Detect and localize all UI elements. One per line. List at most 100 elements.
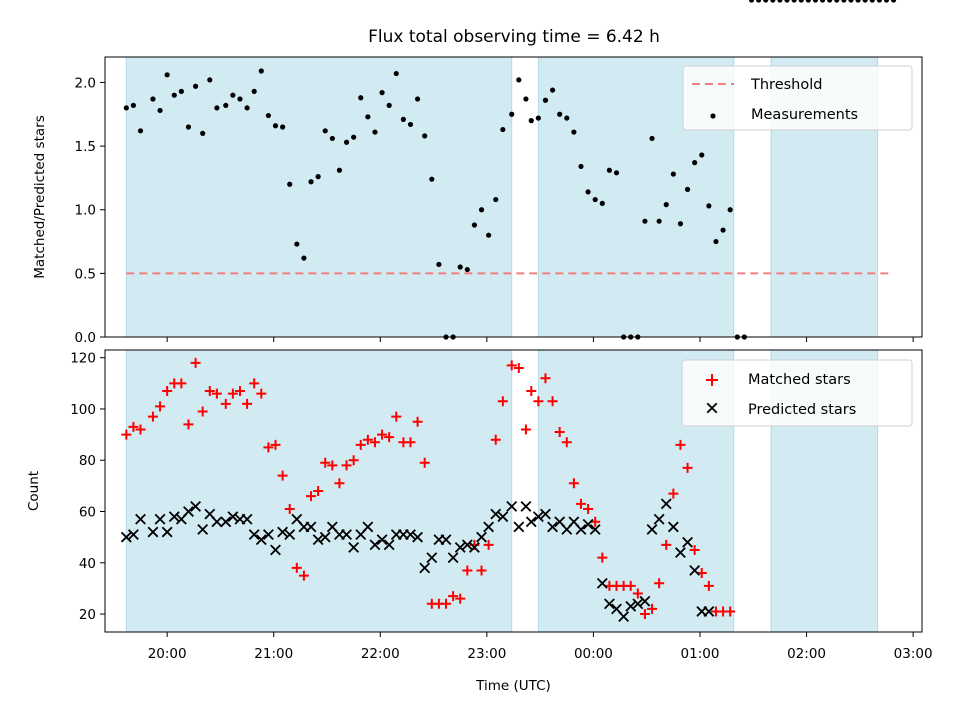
predicted-star-point (183, 506, 194, 517)
matched-star-point (121, 429, 132, 440)
measurement-point (798, 0, 804, 3)
measurement-point (876, 0, 882, 3)
matched-star-point (263, 442, 274, 453)
predicted-star-point (383, 539, 395, 551)
matched-star-point (128, 421, 139, 432)
predicted-star-point (248, 529, 260, 541)
predicted-star-point (639, 595, 651, 607)
measurement-point (185, 124, 192, 130)
matched-star-point (355, 439, 366, 450)
measurement-point (280, 124, 286, 130)
matched-star-point (362, 434, 373, 445)
measurement-points (123, 0, 897, 340)
matched-star-point (227, 388, 238, 399)
measurement-point (244, 105, 250, 111)
predicted-star-point (440, 534, 452, 546)
top-y-ticks: 0.0 0.5 1.0 1.5 2.0 (75, 75, 105, 346)
measurement-point (883, 0, 890, 3)
measurement-point (663, 202, 669, 208)
matched-star-point (513, 362, 524, 373)
predicted-star-point (190, 500, 202, 512)
measurement-point (535, 115, 541, 121)
predicted-star-point (197, 524, 209, 535)
predicted-star-point (312, 534, 324, 546)
predicted-star-point (305, 521, 317, 533)
y-tick-label: 1.0 (75, 203, 96, 219)
measurement-point (684, 186, 691, 192)
matched-star-point (242, 398, 253, 409)
matched-star-point (348, 455, 359, 466)
predicted-star-point (497, 511, 509, 523)
matched-star-point (369, 437, 380, 448)
predicted-star-point (348, 541, 360, 553)
matched-star-point (412, 416, 423, 427)
predicted-star-point (241, 513, 253, 525)
matched-star-point (682, 462, 693, 473)
matched-star-point (632, 588, 643, 599)
matched-star-point (270, 439, 281, 450)
measurement-point (727, 207, 733, 213)
matched-star-point (147, 411, 158, 422)
top-legend: Threshold Measurements (682, 65, 913, 131)
predicted-star-point (582, 518, 594, 530)
predicted-star-point (154, 513, 166, 525)
measurement-point (393, 70, 399, 77)
matched-star-point (313, 486, 324, 496)
measurement-point (848, 0, 854, 3)
measurement-point (528, 118, 534, 124)
predicted-star-point (277, 526, 289, 538)
measurement-point (649, 135, 655, 142)
measurement-point (486, 232, 492, 238)
measurement-point (578, 163, 584, 170)
predicted-star-point (547, 521, 559, 533)
measurement-point (493, 196, 499, 203)
measurement-point (251, 88, 257, 94)
legend-predicted-swatch (706, 402, 718, 414)
y-tick-label: 0.5 (75, 266, 96, 282)
predicted-star-point (603, 598, 615, 610)
bottom-y-axis-label: Count (26, 471, 42, 511)
predicted-star-point (341, 529, 352, 541)
predicted-star-point (490, 508, 502, 520)
predicted-star-point (161, 526, 173, 538)
measurement-point (763, 0, 769, 3)
measurement-point (756, 0, 762, 3)
predicted-star-point (589, 524, 601, 535)
measurement-point (258, 68, 264, 74)
y-tick-label: 20 (79, 607, 96, 623)
measurement-point (478, 207, 485, 213)
measurement-point (137, 128, 144, 134)
y-tick-label: 120 (70, 351, 96, 367)
bottom-y-ticks: 20 40 60 80 100 120 (70, 351, 105, 623)
predicted-star-point (596, 577, 608, 589)
measurement-point (200, 130, 206, 136)
matched-star-point (647, 603, 658, 614)
legend-plus-mark (706, 374, 718, 386)
measurement-point (564, 115, 570, 121)
measurement-point (192, 83, 199, 89)
y-tick-label: 0.0 (75, 330, 96, 346)
matched-star-point (575, 498, 586, 509)
matched-star-point (561, 437, 572, 448)
matched-star-point (506, 360, 517, 371)
measurement-point (606, 167, 613, 173)
y-tick-label: 40 (79, 556, 96, 572)
predicted-star-point (135, 513, 146, 525)
matched-star-point (547, 396, 558, 407)
predicted-star-point (147, 526, 159, 538)
measurement-point (592, 196, 598, 203)
measurement-point (706, 203, 712, 209)
matched-star-point (183, 419, 194, 430)
measurement-point (422, 133, 428, 139)
predicted-star-point (426, 552, 438, 564)
measurement-point (171, 92, 177, 98)
predicted-star-point (270, 544, 281, 556)
top-y-axis-label: Matched/Predicted stars (32, 115, 48, 278)
measurement-point (301, 255, 307, 261)
measurement-point (500, 126, 506, 133)
predicted-star-point (646, 524, 658, 535)
predicted-star-point (618, 611, 630, 623)
matched-star-point (526, 386, 537, 397)
measurement-point (230, 92, 236, 98)
predicted-star-point (667, 521, 679, 533)
